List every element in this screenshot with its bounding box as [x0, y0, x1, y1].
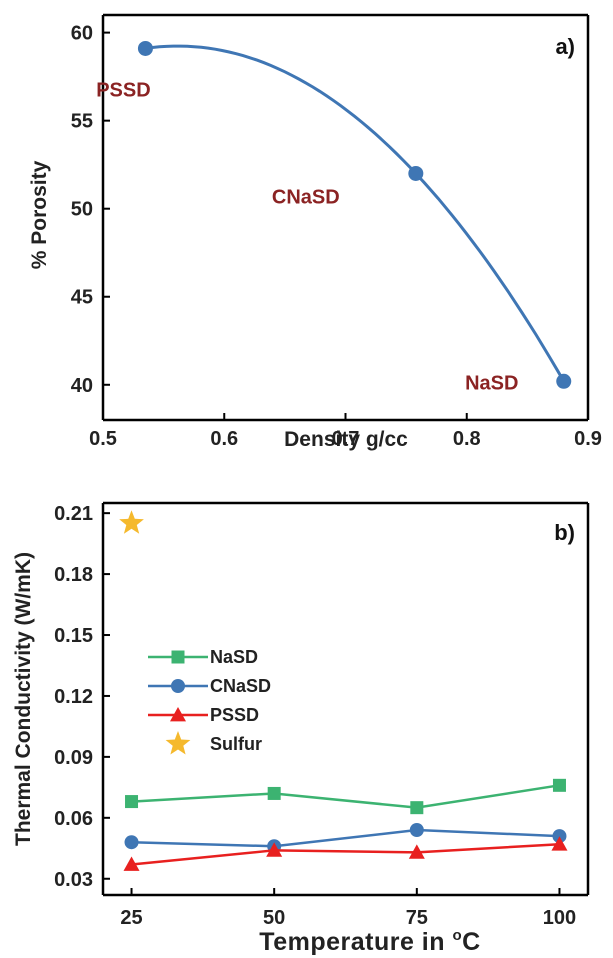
series-sulfur [119, 510, 144, 534]
series-pssd [124, 836, 568, 871]
panel-a-x-tick-label: 0.5 [89, 428, 117, 450]
panel-b-y-tick-label: 0.09 [54, 747, 93, 769]
series-line-pssd [132, 844, 560, 864]
panel-b-y-tick-label: 0.15 [54, 625, 93, 647]
panel-a-y-tick-label: 50 [71, 199, 93, 221]
panel-a-x-axis-title: Density g/cc [284, 428, 408, 451]
series-line-nasd [132, 785, 560, 807]
legend-marker-cnasd [171, 679, 185, 693]
panel-a-x-tick-label: 0.6 [210, 428, 238, 450]
panel-b-y-ticks: 0.03 0.06 0.09 0.12 0.15 0.18 0.21 [54, 503, 110, 891]
series-point-nasd [553, 779, 566, 792]
panel-a-y-tick-label: 40 [71, 375, 93, 397]
series-point-sulfur [119, 510, 144, 534]
legend-label-nasd: NaSD [210, 647, 258, 667]
legend-label-sulfur: Sulfur [210, 734, 262, 754]
series-point-nasd [125, 795, 138, 808]
series-point-nasd [268, 787, 281, 800]
panel-a-point-label: CNaSD [272, 186, 340, 208]
legend-label-pssd: PSSD [210, 705, 259, 725]
panel-b-y-tick-label: 0.18 [54, 564, 93, 586]
series-point-cnasd [410, 823, 424, 837]
panel-b-x-axis-title-sup: o [452, 927, 462, 944]
series-point-cnasd [125, 835, 139, 849]
panel-a-point-label: PSSD [96, 79, 150, 101]
panel-b-y-tick-label: 0.06 [54, 808, 93, 830]
panel-b-series [119, 510, 567, 871]
panel-a-y-tick-label: 45 [71, 287, 93, 309]
legend-marker-nasd [172, 651, 185, 664]
panel-b-y-tick-label: 0.12 [54, 686, 93, 708]
panel-a-point [408, 166, 423, 181]
panel-b-x-tick-label: 50 [263, 907, 285, 929]
panel-a-label: a) [555, 34, 575, 59]
legend-label-cnasd: CNaSD [210, 676, 271, 696]
legend-marker-sulfur [166, 731, 191, 755]
panel-b-y-tick-label: 0.03 [54, 869, 93, 891]
panel-a-points: PSSD CNaSD NaSD [96, 41, 571, 394]
panel-b-x-axis-title-tail: C [462, 928, 481, 956]
panel-b-x-tick-label: 25 [120, 907, 142, 929]
panel-a-x-tick-label: 0.9 [574, 428, 602, 450]
panel-b-legend: NaSD CNaSD PSSD Sulfur [148, 647, 271, 755]
panel-b-y-axis-title: Thermal Conductivity (W/mK) [12, 552, 35, 846]
series-nasd [125, 779, 566, 814]
panel-b-x-tick-label: 75 [406, 907, 428, 929]
panel-b-label: b) [554, 520, 575, 545]
panel-b-x-tick-label: 100 [543, 907, 576, 929]
panel-a-y-tick-label: 60 [71, 23, 93, 45]
panel-a-x-tick-label: 0.8 [453, 428, 481, 450]
panel-a-fit-curve [145, 46, 563, 381]
panel-a-point [138, 41, 153, 56]
panel-b-y-tick-label: 0.21 [54, 503, 93, 525]
panel-a-y-tick-label: 55 [71, 111, 93, 133]
series-point-nasd [410, 801, 423, 814]
panel-a-y-axis-title: % Porosity [28, 160, 51, 269]
panel-a-point [556, 374, 571, 389]
panel-b-x-axis-title-main: Temperature in [259, 928, 452, 956]
panel-b: 25 50 75 100 0.03 0.06 0.09 0.12 0.15 0.18 0.21 N… [12, 503, 588, 956]
panel-b-x-axis-title: Temperature in oC [259, 927, 480, 956]
panel-a-point-label: NaSD [465, 372, 518, 394]
series-line-cnasd [132, 830, 560, 846]
